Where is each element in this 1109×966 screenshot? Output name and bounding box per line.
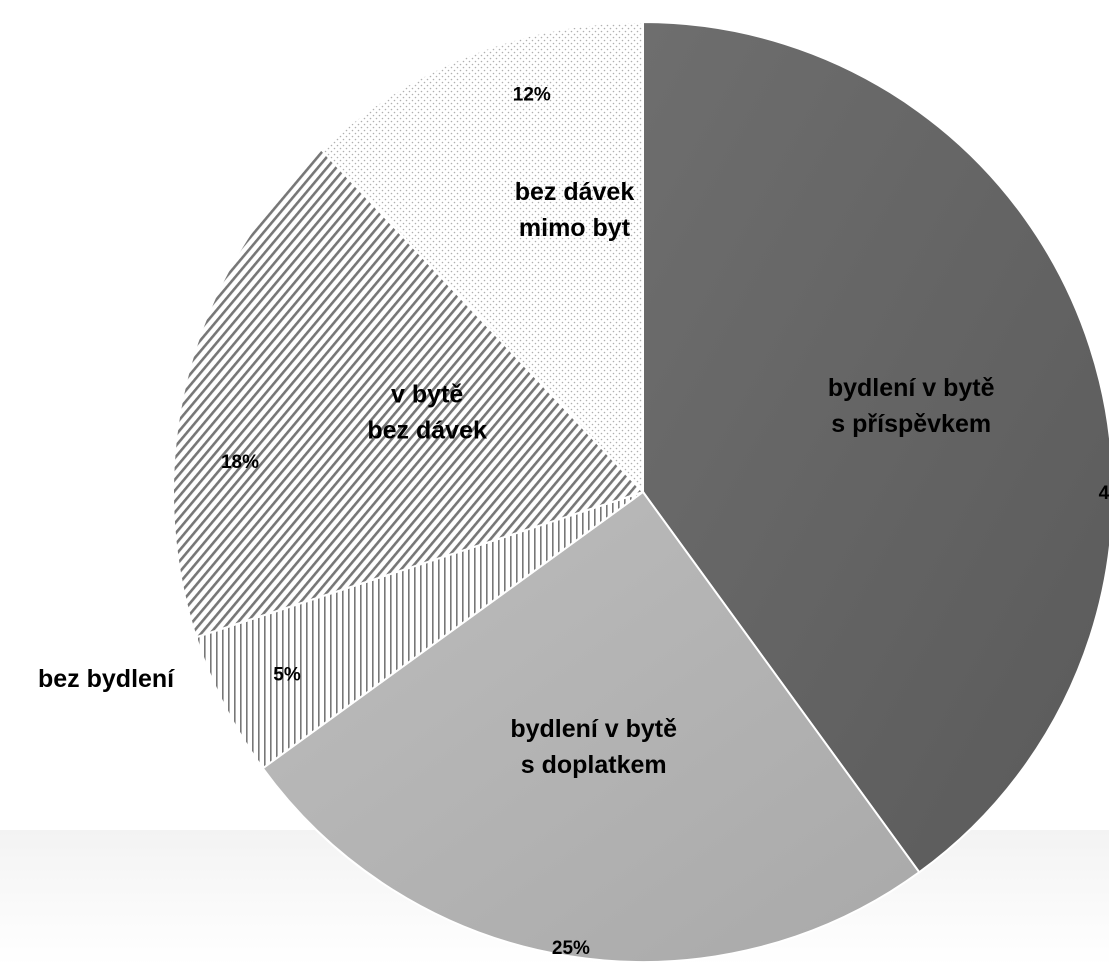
slice-category-label: bez bydlení bbox=[38, 665, 175, 693]
pie-slice bbox=[642, 20, 1109, 874]
slice-category-label: bydlení v bytě s doplatkem bbox=[510, 715, 677, 779]
slice-category-label: bez dávek mimo byt bbox=[515, 178, 635, 242]
slice-value-label: 25% bbox=[552, 938, 590, 959]
slice-value-label: 5% bbox=[273, 664, 301, 685]
slice-value-label: 40% bbox=[1099, 483, 1109, 504]
pie-slice bbox=[319, 20, 644, 495]
slice-category-label: bydlení v bytě s příspěvkem bbox=[828, 374, 995, 438]
slice-value-label: 12% bbox=[513, 85, 551, 106]
slice-value-label: 18% bbox=[221, 452, 259, 473]
pie-slice bbox=[172, 147, 645, 639]
slice-category-label: v bytě bez dávek bbox=[367, 381, 487, 445]
pie-slice bbox=[261, 490, 921, 963]
pie-slice bbox=[194, 491, 644, 770]
